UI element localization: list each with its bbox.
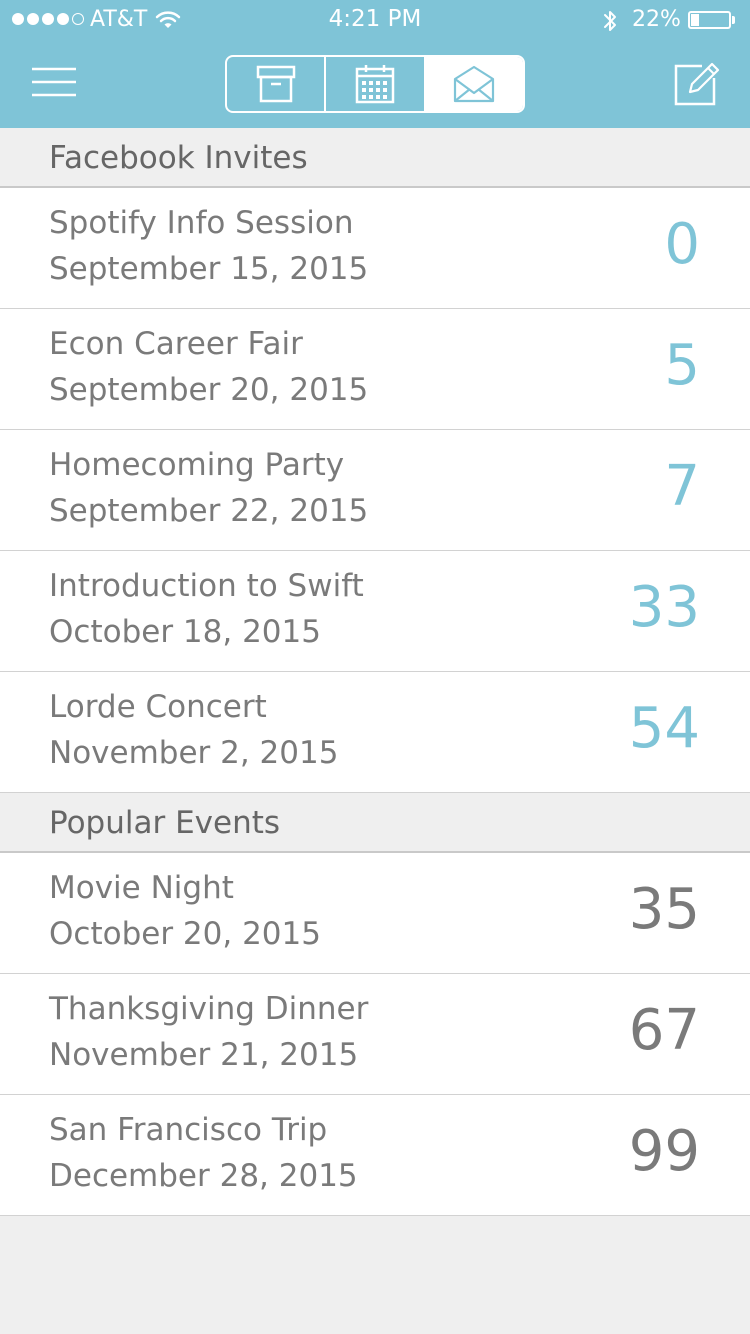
event-date: December 28, 2015 xyxy=(49,1158,358,1194)
event-date: October 20, 2015 xyxy=(49,916,321,952)
compose-icon xyxy=(674,62,720,106)
list-item[interactable]: Lorde Concert November 2, 2015 54 xyxy=(0,672,750,793)
wifi-icon xyxy=(155,9,181,37)
event-list: Facebook Invites Spotify Info Session Se… xyxy=(0,128,750,1216)
tab-invites[interactable] xyxy=(423,57,523,111)
status-time: 4:21 PM xyxy=(328,6,422,32)
event-date: November 2, 2015 xyxy=(49,735,339,771)
list-item[interactable]: Introduction to Swift October 18, 2015 3… xyxy=(0,551,750,672)
event-date: September 15, 2015 xyxy=(49,251,369,287)
event-count: 33 xyxy=(628,575,700,640)
battery-tip xyxy=(732,16,735,24)
compose-button[interactable] xyxy=(672,60,720,108)
event-count: 67 xyxy=(628,998,700,1063)
battery-level-fill xyxy=(691,14,699,26)
event-count: 35 xyxy=(628,877,700,942)
event-title: Spotify Info Session xyxy=(49,205,354,241)
event-title: Introduction to Swift xyxy=(49,568,364,604)
hamburger-menu-icon xyxy=(32,67,76,97)
event-date: September 20, 2015 xyxy=(49,372,369,408)
battery-icon xyxy=(688,11,731,29)
event-title: Homecoming Party xyxy=(49,447,345,483)
list-item[interactable]: Homecoming Party September 22, 2015 7 xyxy=(0,430,750,551)
calendar-icon xyxy=(355,65,395,104)
event-count: 99 xyxy=(628,1119,700,1184)
bluetooth-icon xyxy=(602,8,618,40)
carrier-label: AT&T xyxy=(90,7,148,32)
event-date: October 18, 2015 xyxy=(49,614,321,650)
battery-percentage: 22% xyxy=(632,7,681,32)
event-title: San Francisco Trip xyxy=(49,1112,328,1148)
tab-archive[interactable] xyxy=(227,57,324,111)
status-bar: AT&T 4:21 PM 22% xyxy=(0,0,750,40)
event-date: September 22, 2015 xyxy=(49,493,369,529)
top-navigation-bar: AT&T 4:21 PM 22% xyxy=(0,0,750,128)
section-header-popular-events: Popular Events xyxy=(0,793,750,853)
list-item[interactable]: Movie Night October 20, 2015 35 xyxy=(0,853,750,974)
event-count: 0 xyxy=(664,212,700,277)
list-item[interactable]: Spotify Info Session September 15, 2015 … xyxy=(0,188,750,309)
event-count: 54 xyxy=(628,696,700,761)
envelope-icon xyxy=(454,65,495,103)
tab-calendar[interactable] xyxy=(324,57,423,111)
list-item[interactable]: San Francisco Trip December 28, 2015 99 xyxy=(0,1095,750,1216)
signal-strength-icon xyxy=(12,13,84,25)
event-date: November 21, 2015 xyxy=(49,1037,359,1073)
event-title: Movie Night xyxy=(49,870,234,906)
event-title: Econ Career Fair xyxy=(49,326,303,362)
archive-box-icon xyxy=(256,65,295,103)
list-item[interactable]: Econ Career Fair September 20, 2015 5 xyxy=(0,309,750,430)
event-title: Thanksgiving Dinner xyxy=(49,991,369,1027)
hamburger-menu-button[interactable] xyxy=(30,66,78,100)
list-item[interactable]: Thanksgiving Dinner November 21, 2015 67 xyxy=(0,974,750,1095)
section-header-facebook-invites: Facebook Invites xyxy=(0,128,750,188)
view-segmented-control xyxy=(225,55,525,113)
event-title: Lorde Concert xyxy=(49,689,267,725)
event-count: 5 xyxy=(664,333,700,398)
event-count: 7 xyxy=(664,454,700,519)
